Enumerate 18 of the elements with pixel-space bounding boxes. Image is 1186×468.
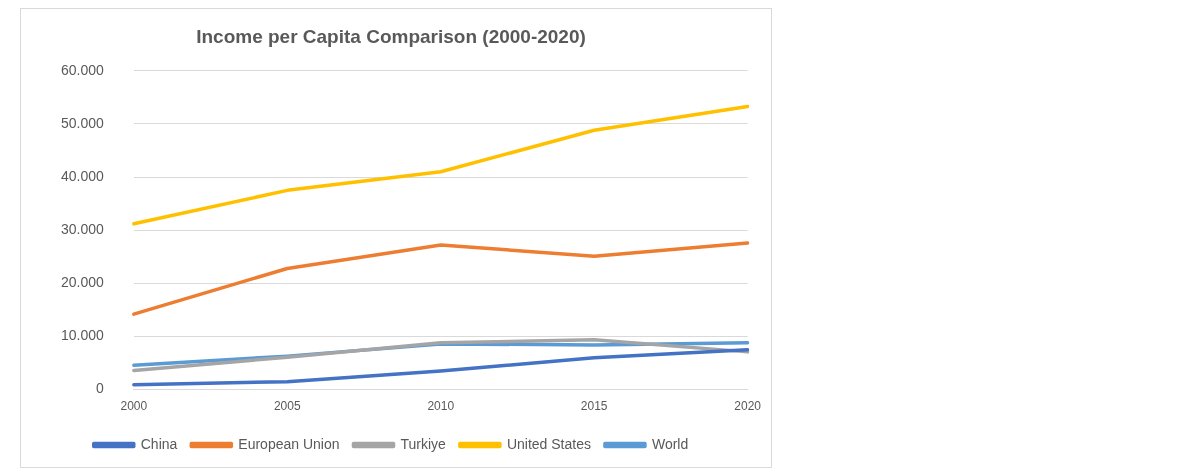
y-tick-label: 0: [96, 380, 105, 397]
y-tick-label: 50.000: [60, 114, 105, 131]
legend-label: Turkiye: [400, 435, 447, 452]
x-tick-label: 2000: [120, 399, 148, 414]
legend-label: China: [140, 435, 178, 452]
y-tick-label: 10.000: [60, 327, 105, 344]
y-tick-label: 20.000: [60, 274, 105, 291]
x-tick-label: 2020: [734, 399, 762, 414]
y-tick-label: 40.000: [60, 167, 105, 184]
x-tick-label: 2015: [580, 399, 608, 414]
legend-label: World: [651, 435, 689, 452]
legend-label: United States: [506, 435, 591, 452]
x-tick-label: 2010: [427, 399, 455, 414]
y-tick-label: 30.000: [60, 221, 105, 238]
chart-title: Income per Capita Comparison (2000-2020): [196, 25, 586, 47]
y-tick-label: 60.000: [60, 61, 105, 78]
x-tick-label: 2005: [273, 399, 301, 414]
legend-label: European Union: [238, 435, 340, 452]
